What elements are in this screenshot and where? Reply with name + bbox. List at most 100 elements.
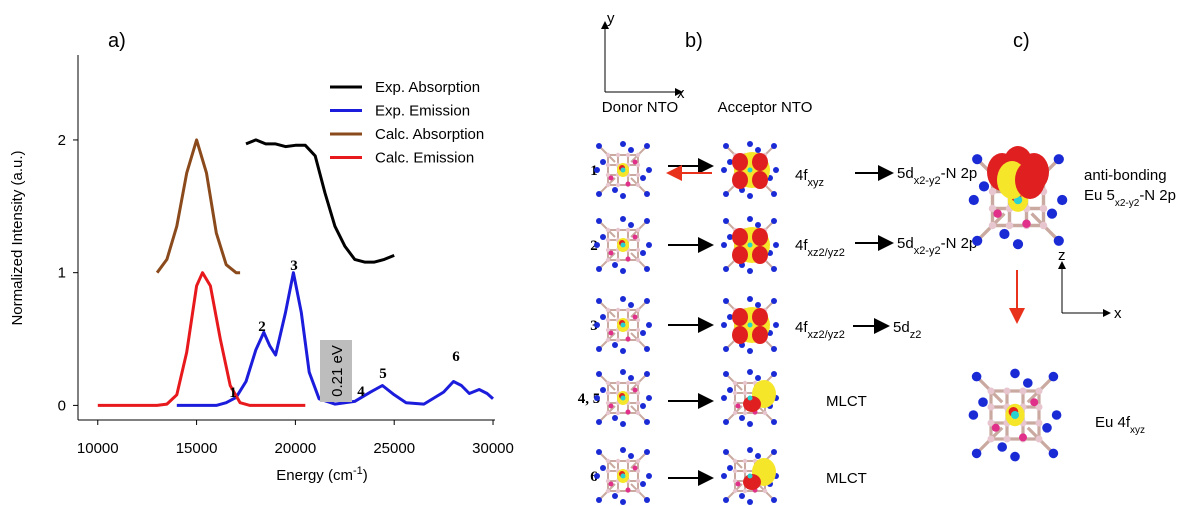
orbital <box>732 246 748 264</box>
atom <box>969 195 979 205</box>
atom <box>969 410 979 420</box>
atom <box>646 167 652 173</box>
atom <box>747 193 753 199</box>
x-tick-label: 25000 <box>373 440 415 457</box>
atom <box>1049 372 1059 382</box>
atom <box>748 323 753 328</box>
gap-annotation: 0.21 eV <box>329 345 346 397</box>
atom <box>612 262 618 268</box>
atom <box>616 153 620 157</box>
y-axis-label: Normalized Intensity (a.u.) <box>9 150 26 325</box>
atom <box>644 449 650 455</box>
column-header: Acceptor NTO <box>718 99 813 116</box>
atom <box>739 493 745 499</box>
atom <box>596 497 602 503</box>
atom <box>594 322 600 328</box>
atom <box>640 403 646 409</box>
orbital <box>732 153 748 171</box>
atom <box>771 346 777 352</box>
atom <box>1011 411 1019 419</box>
atom <box>773 167 779 173</box>
atom <box>606 411 610 415</box>
atom <box>633 388 638 393</box>
atom <box>621 323 626 328</box>
atom <box>616 308 620 312</box>
figure: a) Normalized Intensity (a.u.) Energy (c… <box>0 0 1189 506</box>
atom <box>600 465 606 471</box>
atom <box>972 154 982 164</box>
atom <box>1047 209 1057 219</box>
transition-from: 4fxyz <box>795 167 824 189</box>
peak-label: 6 <box>452 349 460 365</box>
atom <box>721 242 727 248</box>
orbital <box>752 308 768 326</box>
orbital <box>752 326 768 344</box>
atom <box>987 387 994 394</box>
atom <box>616 183 620 187</box>
orbital <box>752 246 768 264</box>
atom <box>747 369 753 375</box>
atom <box>773 322 779 328</box>
panel-label: c) <box>1013 30 1030 52</box>
atom <box>1035 387 1042 394</box>
atom <box>1010 369 1020 379</box>
atom <box>743 459 747 463</box>
atom <box>596 298 602 304</box>
atom <box>633 160 638 165</box>
atom <box>594 167 600 173</box>
atom <box>1057 195 1067 205</box>
atom <box>644 218 650 224</box>
atom <box>773 242 779 248</box>
atom <box>621 474 626 479</box>
atom <box>620 268 626 274</box>
atom <box>733 489 737 493</box>
atom <box>721 322 727 328</box>
atom <box>596 346 602 352</box>
atom <box>633 235 638 240</box>
x-tick-label: 10000 <box>77 440 119 457</box>
atom <box>743 391 747 395</box>
atom <box>636 228 640 232</box>
legend-label: Exp. Absorption <box>375 79 480 96</box>
x-axis-label: Energy (cm-1) <box>276 465 367 484</box>
peak-label: 5 <box>379 366 387 382</box>
atom <box>636 248 640 252</box>
atom <box>721 395 727 401</box>
atom <box>609 482 614 487</box>
atom <box>626 410 631 415</box>
atom <box>723 497 729 503</box>
atom <box>621 243 626 248</box>
atom <box>628 222 634 228</box>
transition-to: 5dx2-y2-N 2p <box>897 235 977 257</box>
atom <box>626 182 631 187</box>
atom <box>626 488 631 493</box>
axis-name: z <box>1058 247 1066 264</box>
atom <box>633 315 638 320</box>
transition-from: 4fxz2/yz2 <box>795 237 845 259</box>
atom <box>616 411 620 415</box>
atom <box>747 421 753 427</box>
atom <box>733 391 737 395</box>
atom <box>626 381 630 385</box>
atom <box>636 338 640 342</box>
atom <box>1054 236 1064 246</box>
atom <box>612 187 618 193</box>
atom <box>626 228 630 232</box>
atom <box>1010 452 1020 462</box>
atom <box>743 381 747 385</box>
atom <box>606 258 610 262</box>
atom <box>748 396 753 401</box>
atom <box>978 397 988 407</box>
atom <box>763 411 767 415</box>
atom <box>723 449 729 455</box>
atom <box>606 318 610 322</box>
panel-label: b) <box>685 30 703 52</box>
molecule <box>721 216 779 274</box>
atom <box>636 489 640 493</box>
atom <box>771 266 777 272</box>
atom <box>979 181 989 191</box>
atom <box>616 381 620 385</box>
atom <box>606 238 610 242</box>
atom <box>748 243 753 248</box>
y-tick-label: 1 <box>58 265 66 282</box>
